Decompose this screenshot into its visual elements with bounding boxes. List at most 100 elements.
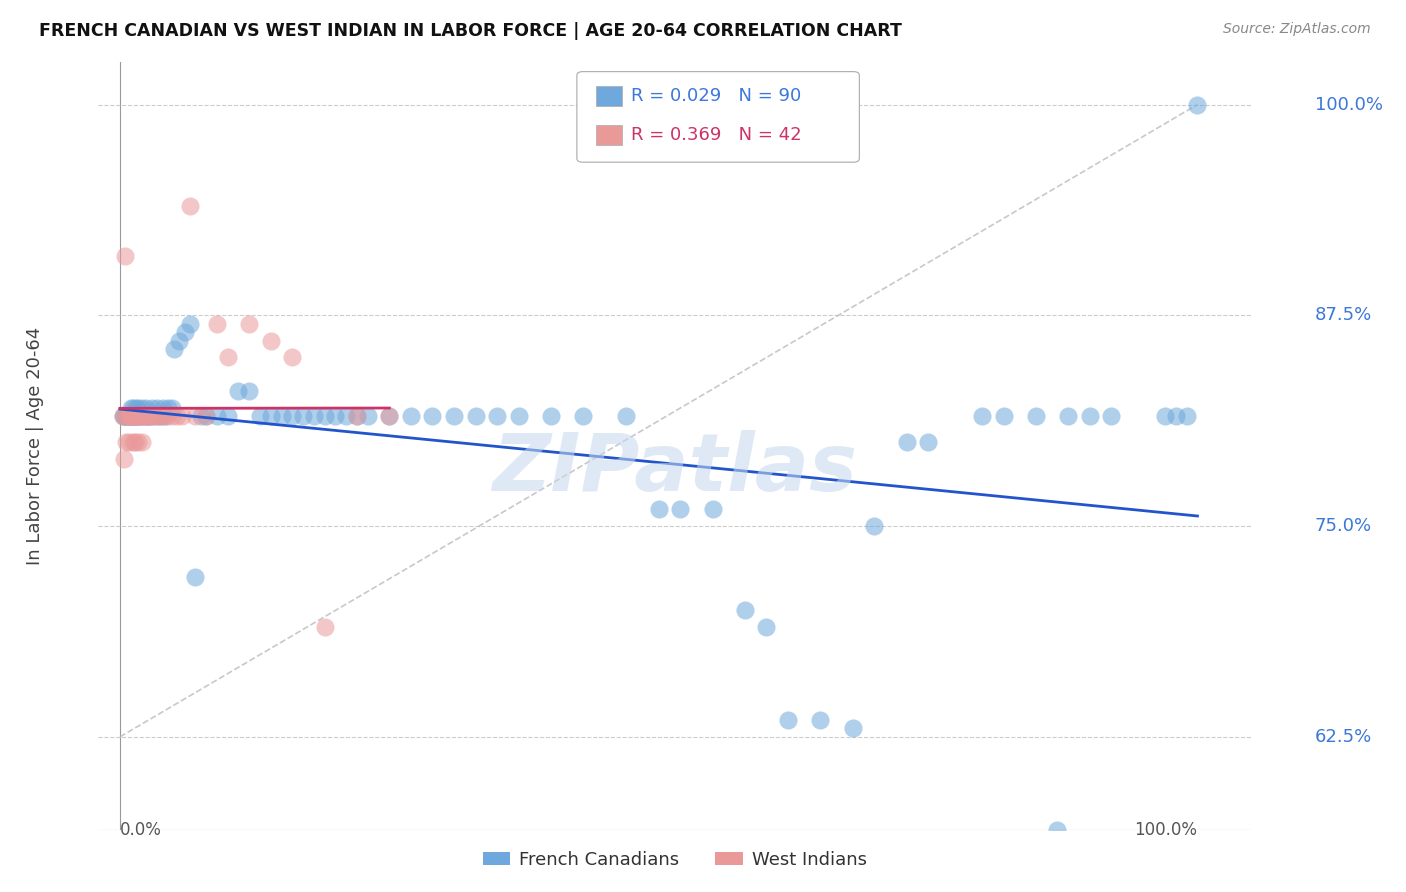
Point (160, 401, 183, 415)
Point (228, 384, 250, 399)
Text: 62.5%: 62.5% (1315, 728, 1372, 746)
Point (121, 409, 143, 424)
Point (135, 409, 157, 424)
Point (122, 409, 145, 424)
Point (669, 502, 692, 516)
Point (152, 409, 174, 424)
Point (117, 434, 139, 449)
Point (508, 409, 530, 424)
Point (755, 620, 778, 634)
Point (443, 409, 465, 424)
FancyBboxPatch shape (596, 125, 621, 145)
Point (129, 409, 152, 424)
Point (993, 409, 1015, 424)
Point (128, 409, 150, 424)
Point (1154, 409, 1177, 424)
Point (114, 249, 136, 263)
Point (118, 409, 141, 424)
Point (146, 409, 169, 424)
Point (464, 409, 486, 424)
Point (124, 409, 146, 424)
Point (325, 409, 347, 424)
Point (131, 401, 153, 415)
Point (195, 409, 218, 424)
Point (148, 409, 170, 424)
Point (357, 409, 380, 424)
Point (1132, 839, 1154, 854)
Point (117, 409, 139, 424)
Point (217, 409, 239, 424)
Point (1046, 822, 1069, 837)
Point (616, 409, 638, 424)
Point (112, 451, 135, 466)
Point (167, 334, 190, 348)
Point (281, 409, 304, 424)
Point (249, 409, 271, 424)
Point (114, 409, 136, 424)
Point (648, 502, 671, 516)
Point (131, 434, 153, 449)
Point (260, 409, 283, 424)
Text: Source: ZipAtlas.com: Source: ZipAtlas.com (1223, 22, 1371, 37)
Point (1078, 409, 1101, 424)
Point (160, 409, 183, 424)
Point (125, 409, 148, 424)
Text: 100.0%: 100.0% (1315, 95, 1382, 113)
Point (179, 317, 201, 331)
Point (260, 334, 283, 348)
Text: 100.0%: 100.0% (1135, 822, 1198, 839)
Text: R = 0.369   N = 42: R = 0.369 N = 42 (631, 126, 801, 144)
Point (127, 409, 149, 424)
Point (238, 384, 260, 399)
FancyBboxPatch shape (596, 87, 621, 106)
Point (132, 409, 155, 424)
Point (156, 409, 179, 424)
Text: FRENCH CANADIAN VS WEST INDIAN IN LABOR FORCE | AGE 20-64 CORRELATION CHART: FRENCH CANADIAN VS WEST INDIAN IN LABOR … (39, 22, 903, 40)
Point (129, 409, 152, 424)
Point (115, 434, 138, 449)
Point (399, 409, 422, 424)
Point (122, 409, 145, 424)
Point (112, 409, 135, 424)
Point (122, 401, 145, 415)
Point (173, 325, 195, 339)
Point (179, 199, 201, 213)
Point (184, 409, 207, 424)
Point (540, 409, 562, 424)
Point (205, 409, 228, 424)
Point (149, 409, 172, 424)
Text: ZIPatlas: ZIPatlas (492, 430, 858, 508)
Point (166, 409, 188, 424)
Text: R = 0.029   N = 90: R = 0.029 N = 90 (631, 87, 801, 105)
Point (131, 409, 153, 424)
Point (486, 409, 509, 424)
Point (1175, 409, 1198, 424)
Text: 87.5%: 87.5% (1315, 306, 1372, 325)
Point (125, 401, 148, 415)
Point (112, 409, 135, 424)
Point (422, 409, 444, 424)
Point (127, 409, 149, 424)
Point (163, 342, 186, 356)
Point (120, 409, 142, 424)
Point (270, 409, 292, 424)
Point (190, 409, 212, 424)
Point (335, 409, 357, 424)
Point (117, 409, 139, 424)
Point (292, 409, 315, 424)
Legend: French Canadians, West Indians: French Canadians, West Indians (475, 843, 875, 876)
Point (141, 401, 163, 415)
Point (120, 401, 142, 415)
Point (841, 722, 863, 736)
Point (863, 519, 886, 533)
Text: In Labor Force | Age 20-64: In Labor Force | Age 20-64 (25, 326, 44, 566)
Point (184, 569, 207, 583)
Point (917, 434, 939, 449)
Point (115, 409, 138, 424)
Point (124, 434, 146, 449)
Point (378, 409, 401, 424)
Point (970, 409, 993, 424)
Point (143, 409, 166, 424)
Point (205, 317, 228, 331)
Point (776, 713, 799, 727)
